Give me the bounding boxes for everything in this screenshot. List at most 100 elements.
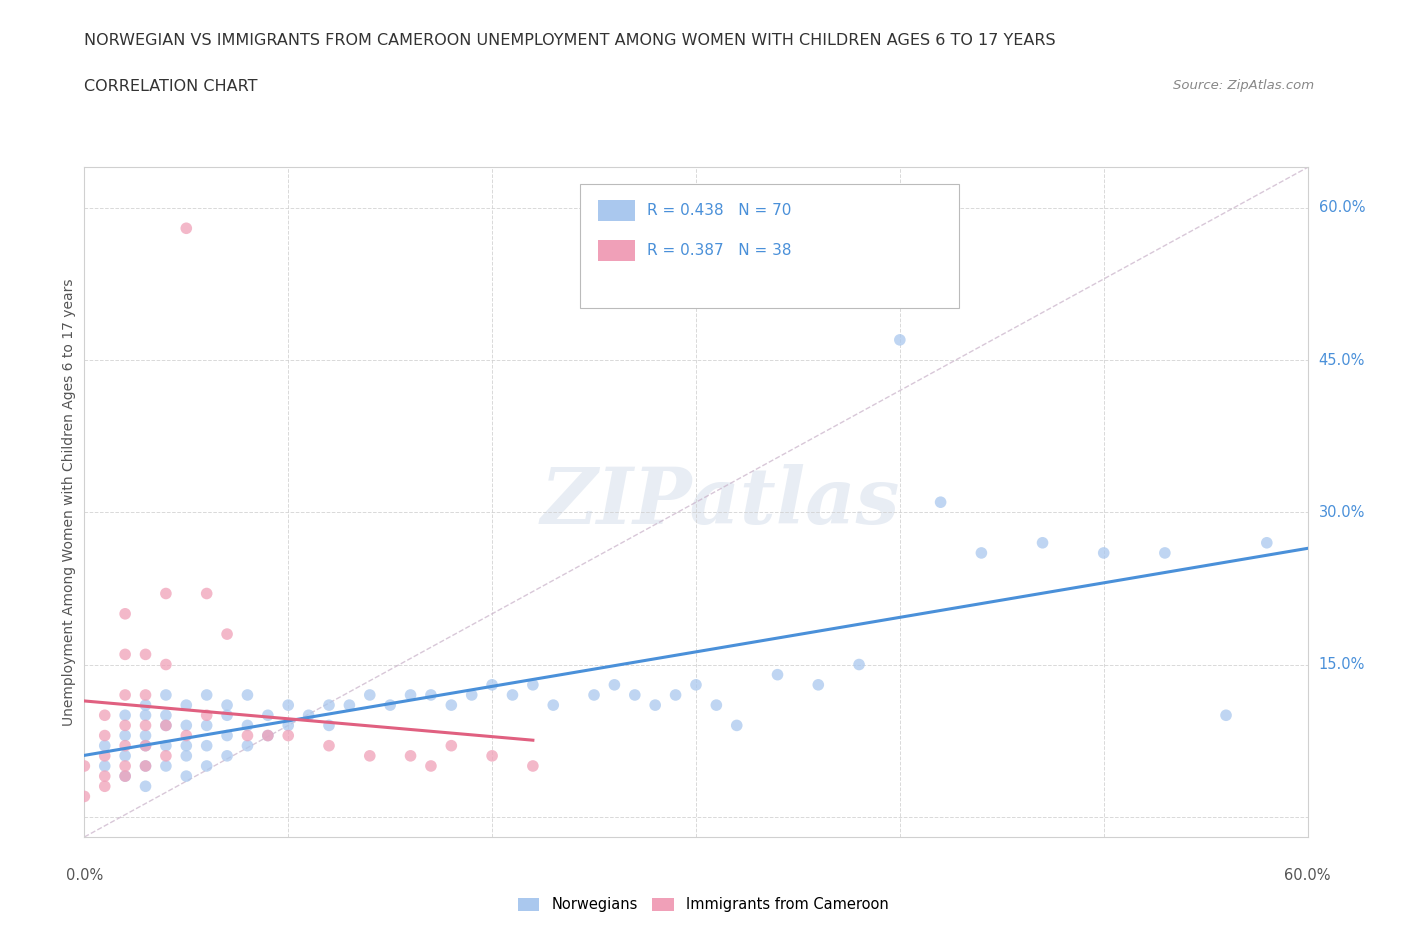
Point (236, 738, 259, 753)
Point (318, 718, 340, 733)
Point (440, 738, 463, 753)
Point (380, 698, 402, 712)
Point (135, 738, 157, 753)
Point (93, 778, 115, 793)
Point (155, 749, 177, 764)
Point (114, 687, 136, 702)
Point (174, 718, 197, 733)
Point (603, 677, 626, 692)
Point (1153, 546, 1175, 561)
Point (155, 586, 177, 601)
Point (339, 698, 360, 712)
Point (461, 687, 484, 702)
Point (174, 698, 197, 712)
Point (174, 769, 197, 784)
Point (277, 718, 299, 733)
Point (582, 687, 605, 702)
Point (114, 759, 136, 774)
Point (174, 738, 197, 753)
Point (135, 759, 157, 774)
Point (195, 708, 218, 723)
Point (135, 778, 157, 793)
Point (1215, 708, 1237, 723)
Point (93, 728, 115, 743)
Point (93, 708, 115, 723)
Point (1256, 536, 1278, 551)
Point (174, 220, 197, 235)
Point (624, 687, 647, 702)
Point (135, 687, 157, 702)
Point (970, 546, 993, 561)
Point (155, 718, 177, 733)
Point (114, 738, 136, 753)
Point (73, 789, 96, 804)
Point (135, 738, 157, 753)
Point (93, 759, 115, 774)
Point (889, 332, 911, 347)
Point (501, 687, 523, 702)
Text: 60.0%: 60.0% (1319, 201, 1365, 216)
Point (420, 687, 443, 702)
Point (420, 759, 443, 774)
Text: NORWEGIAN VS IMMIGRANTS FROM CAMEROON UNEMPLOYMENT AMONG WOMEN WITH CHILDREN AGE: NORWEGIAN VS IMMIGRANTS FROM CAMEROON UN… (84, 33, 1056, 47)
Point (257, 728, 280, 743)
Point (318, 698, 340, 712)
Point (217, 728, 239, 743)
Point (114, 728, 136, 743)
Point (155, 687, 177, 702)
Text: 45.0%: 45.0% (1319, 352, 1365, 367)
Point (114, 769, 136, 784)
Point (522, 677, 544, 692)
Point (114, 708, 136, 723)
Point (298, 708, 321, 723)
Point (359, 687, 381, 702)
Point (93, 749, 115, 764)
Legend: Norwegians, Immigrants from Cameroon: Norwegians, Immigrants from Cameroon (512, 891, 894, 918)
Text: CORRELATION CHART: CORRELATION CHART (84, 79, 257, 94)
Text: 60.0%: 60.0% (1284, 868, 1331, 883)
Point (1092, 546, 1115, 561)
Point (195, 759, 218, 774)
Text: R = 0.438   N = 70: R = 0.438 N = 70 (647, 203, 792, 218)
Point (929, 495, 952, 510)
Point (277, 698, 299, 712)
Point (135, 718, 157, 733)
Point (217, 708, 239, 723)
Bar (598, 240, 636, 261)
Point (135, 647, 157, 662)
Point (114, 769, 136, 784)
Point (73, 759, 96, 774)
Point (155, 718, 177, 733)
Point (114, 749, 136, 764)
Point (399, 749, 422, 764)
Point (644, 698, 666, 712)
Point (195, 687, 218, 702)
Point (217, 698, 239, 712)
Point (135, 759, 157, 774)
Point (155, 759, 177, 774)
Point (481, 749, 503, 764)
Point (257, 708, 280, 723)
Point (481, 677, 503, 692)
Point (174, 749, 197, 764)
Point (257, 728, 280, 743)
Point (704, 698, 728, 712)
Point (236, 718, 259, 733)
Point (236, 687, 259, 702)
Text: 30.0%: 30.0% (1319, 505, 1365, 520)
Point (440, 698, 463, 712)
Point (155, 738, 177, 753)
Point (664, 687, 686, 702)
Point (135, 698, 157, 712)
Point (807, 677, 830, 692)
Point (135, 708, 157, 723)
Text: R = 0.387   N = 38: R = 0.387 N = 38 (647, 243, 792, 258)
Point (318, 738, 340, 753)
Point (685, 677, 707, 692)
Y-axis label: Unemployment Among Women with Children Ages 6 to 17 years: Unemployment Among Women with Children A… (62, 278, 76, 726)
Point (522, 759, 544, 774)
Point (277, 728, 299, 743)
FancyBboxPatch shape (579, 184, 959, 308)
Point (195, 738, 218, 753)
Text: 0.0%: 0.0% (66, 868, 103, 883)
